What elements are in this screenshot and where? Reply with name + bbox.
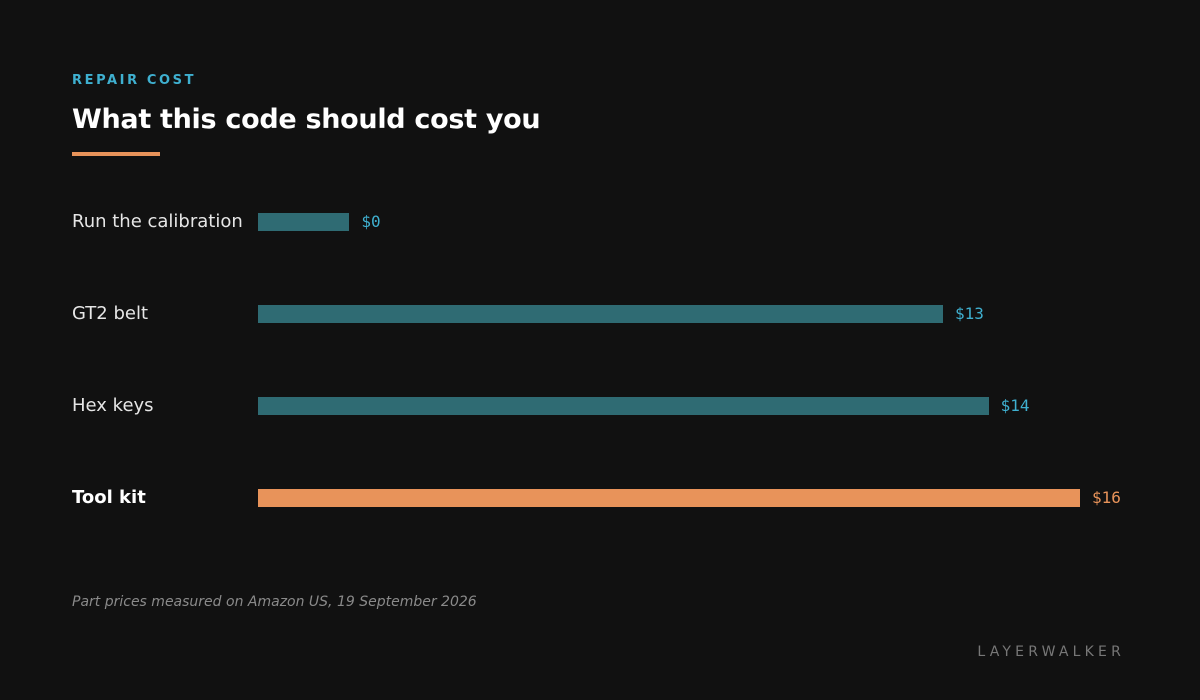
bar <box>258 489 1080 507</box>
category-label: Run the calibration <box>72 211 243 232</box>
bar <box>258 397 989 415</box>
chart-title: What this code should cost you <box>72 104 541 135</box>
source-note: Part prices measured on Amazon US, 19 Se… <box>72 594 477 610</box>
title-underline <box>72 152 160 156</box>
brand-mark: LAYERWALKER <box>977 644 1125 660</box>
category-label: Tool kit <box>72 487 146 508</box>
value-label: $13 <box>955 304 984 323</box>
chart-eyebrow: REPAIR COST <box>72 73 197 88</box>
bar-chart: Run the calibration $0 GT2 belt $13 Hex keys… <box>72 211 1121 508</box>
value-label: $16 <box>1092 488 1121 507</box>
value-label: $14 <box>1000 396 1030 415</box>
bar <box>258 213 350 231</box>
category-label: GT2 belt <box>72 303 149 324</box>
bar <box>258 305 943 323</box>
value-label: $0 <box>361 212 381 231</box>
category-label: Hex keys <box>72 395 154 416</box>
